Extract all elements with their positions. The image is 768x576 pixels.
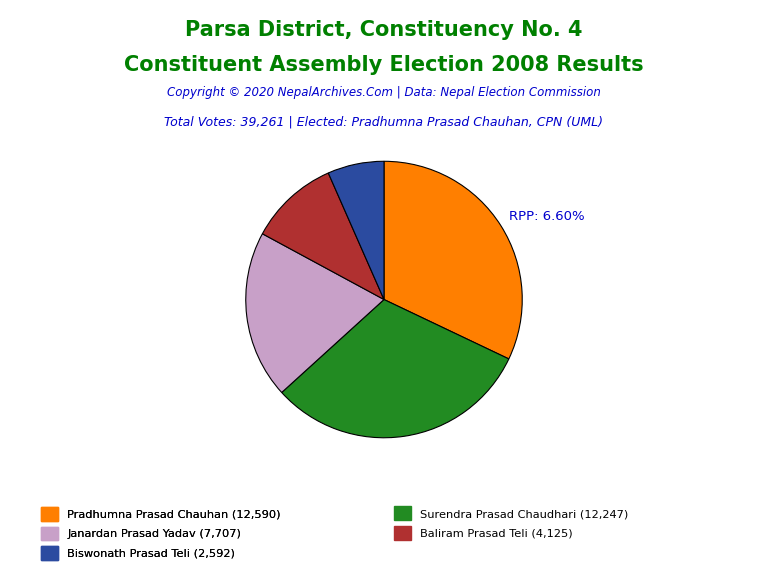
Wedge shape xyxy=(282,300,509,438)
Text: Parsa District, Constituency No. 4: Parsa District, Constituency No. 4 xyxy=(185,20,583,40)
Text: NC: 31.19%: NC: 31.19% xyxy=(0,575,1,576)
Wedge shape xyxy=(328,161,384,300)
Legend: Surendra Prasad Chaudhari (12,247), Baliram Prasad Teli (4,125): Surendra Prasad Chaudhari (12,247), Bali… xyxy=(389,502,634,544)
Legend: Pradhumna Prasad Chauhan (12,590), Janardan Prasad Yadav (7,707), Biswonath Pras: Pradhumna Prasad Chauhan (12,590), Janar… xyxy=(36,502,285,564)
Text: Copyright © 2020 NepalArchives.Com | Data: Nepal Election Commission: Copyright © 2020 NepalArchives.Com | Dat… xyxy=(167,86,601,100)
Wedge shape xyxy=(246,234,384,392)
Text: CPN (UML): 32.07%: CPN (UML): 32.07% xyxy=(0,575,1,576)
Text: Total Votes: 39,261 | Elected: Pradhumna Prasad Chauhan, CPN (UML): Total Votes: 39,261 | Elected: Pradhumna… xyxy=(164,115,604,128)
Text: Constituent Assembly Election 2008 Results: Constituent Assembly Election 2008 Resul… xyxy=(124,55,644,75)
Text: TMLP: 19.63%: TMLP: 19.63% xyxy=(0,575,1,576)
Text: CPN (M): 10.51%: CPN (M): 10.51% xyxy=(0,575,1,576)
Text: RPP: 6.60%: RPP: 6.60% xyxy=(509,210,585,223)
Wedge shape xyxy=(384,161,522,359)
Wedge shape xyxy=(263,173,384,300)
